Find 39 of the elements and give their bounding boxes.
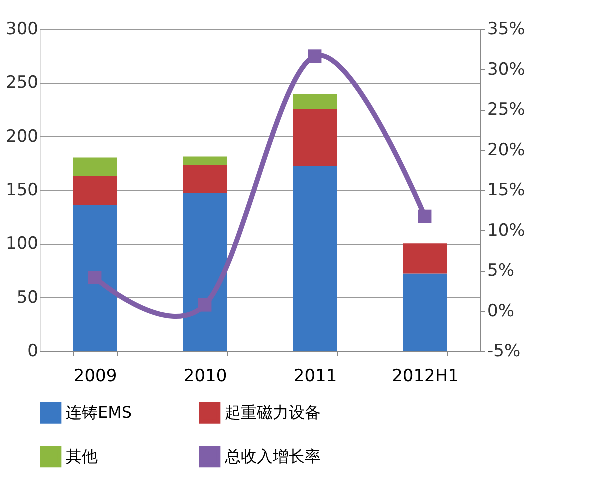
legend-label: 起重磁力设备	[225, 403, 321, 422]
bar	[403, 244, 447, 274]
bar	[403, 274, 447, 351]
x-tick-label: 2012H1	[392, 366, 459, 386]
bar	[73, 158, 117, 176]
y2-tick-label: 5%	[488, 261, 514, 281]
legend-label: 总收入增长率	[224, 447, 321, 466]
point	[88, 271, 102, 284]
x-tick-label: 2011	[294, 366, 338, 386]
bar	[73, 176, 117, 206]
point	[418, 210, 432, 224]
y2-tick-label: 35%	[488, 20, 526, 40]
y-tick-label: 50	[16, 288, 38, 308]
y2-tick-label: 15%	[488, 180, 526, 200]
legend-label: 连铸EMS	[66, 403, 132, 422]
y2-tick-label: 30%	[488, 60, 526, 80]
bar	[293, 110, 337, 166]
y-tick-label: 250	[6, 73, 38, 94]
y2-tick-label: 0%	[488, 301, 514, 322]
y-tick-label: 200	[6, 126, 38, 147]
bar	[183, 193, 227, 351]
bar	[293, 166, 337, 351]
y-tick-label: 0	[28, 342, 38, 362]
y-tick-label: 300	[6, 20, 38, 40]
x-tick-label: 2010	[184, 366, 228, 386]
bar	[183, 165, 227, 194]
y2-tick-label: 25%	[488, 100, 526, 120]
y2-tick-label: -5%	[488, 342, 521, 362]
bar	[183, 156, 227, 166]
legend-label: 其他	[66, 447, 98, 466]
point	[198, 298, 212, 312]
bar	[73, 205, 117, 351]
point	[308, 50, 322, 64]
bar	[293, 94, 337, 110]
y-tick-label: 150	[6, 180, 38, 200]
y2-tick-label: 20%	[488, 140, 526, 160]
y-tick-label: 100	[6, 234, 38, 254]
x-tick-label: 2009	[74, 366, 118, 386]
y2-tick-label: 10%	[488, 220, 526, 241]
